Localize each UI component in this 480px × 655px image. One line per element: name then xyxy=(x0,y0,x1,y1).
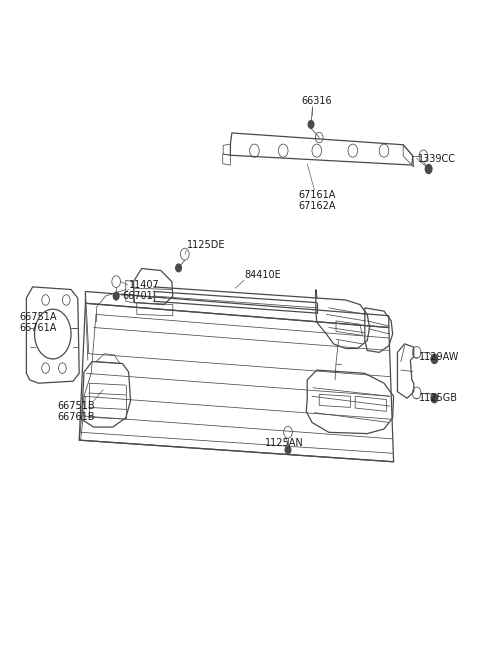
Text: 11407: 11407 xyxy=(129,280,159,290)
Circle shape xyxy=(113,292,119,300)
Text: 66761A: 66761A xyxy=(19,324,57,333)
Text: 67162A: 67162A xyxy=(298,201,336,211)
Text: 66751B: 66751B xyxy=(57,401,95,411)
Text: 66316: 66316 xyxy=(301,96,332,106)
Circle shape xyxy=(425,164,432,174)
Text: 1125DE: 1125DE xyxy=(187,240,226,250)
Circle shape xyxy=(431,354,438,364)
Text: 66761B: 66761B xyxy=(57,412,95,422)
Text: 84410E: 84410E xyxy=(245,271,282,280)
Circle shape xyxy=(176,264,181,272)
Text: 1125AN: 1125AN xyxy=(265,438,303,448)
Circle shape xyxy=(431,394,438,403)
Text: 66751A: 66751A xyxy=(19,312,57,322)
Text: 1339CC: 1339CC xyxy=(418,153,456,164)
Text: 66701: 66701 xyxy=(122,291,153,301)
Circle shape xyxy=(285,446,291,454)
Text: 1129AW: 1129AW xyxy=(419,352,459,362)
Text: 67161A: 67161A xyxy=(298,190,336,200)
Circle shape xyxy=(308,121,314,128)
Text: 1125GB: 1125GB xyxy=(419,392,457,403)
